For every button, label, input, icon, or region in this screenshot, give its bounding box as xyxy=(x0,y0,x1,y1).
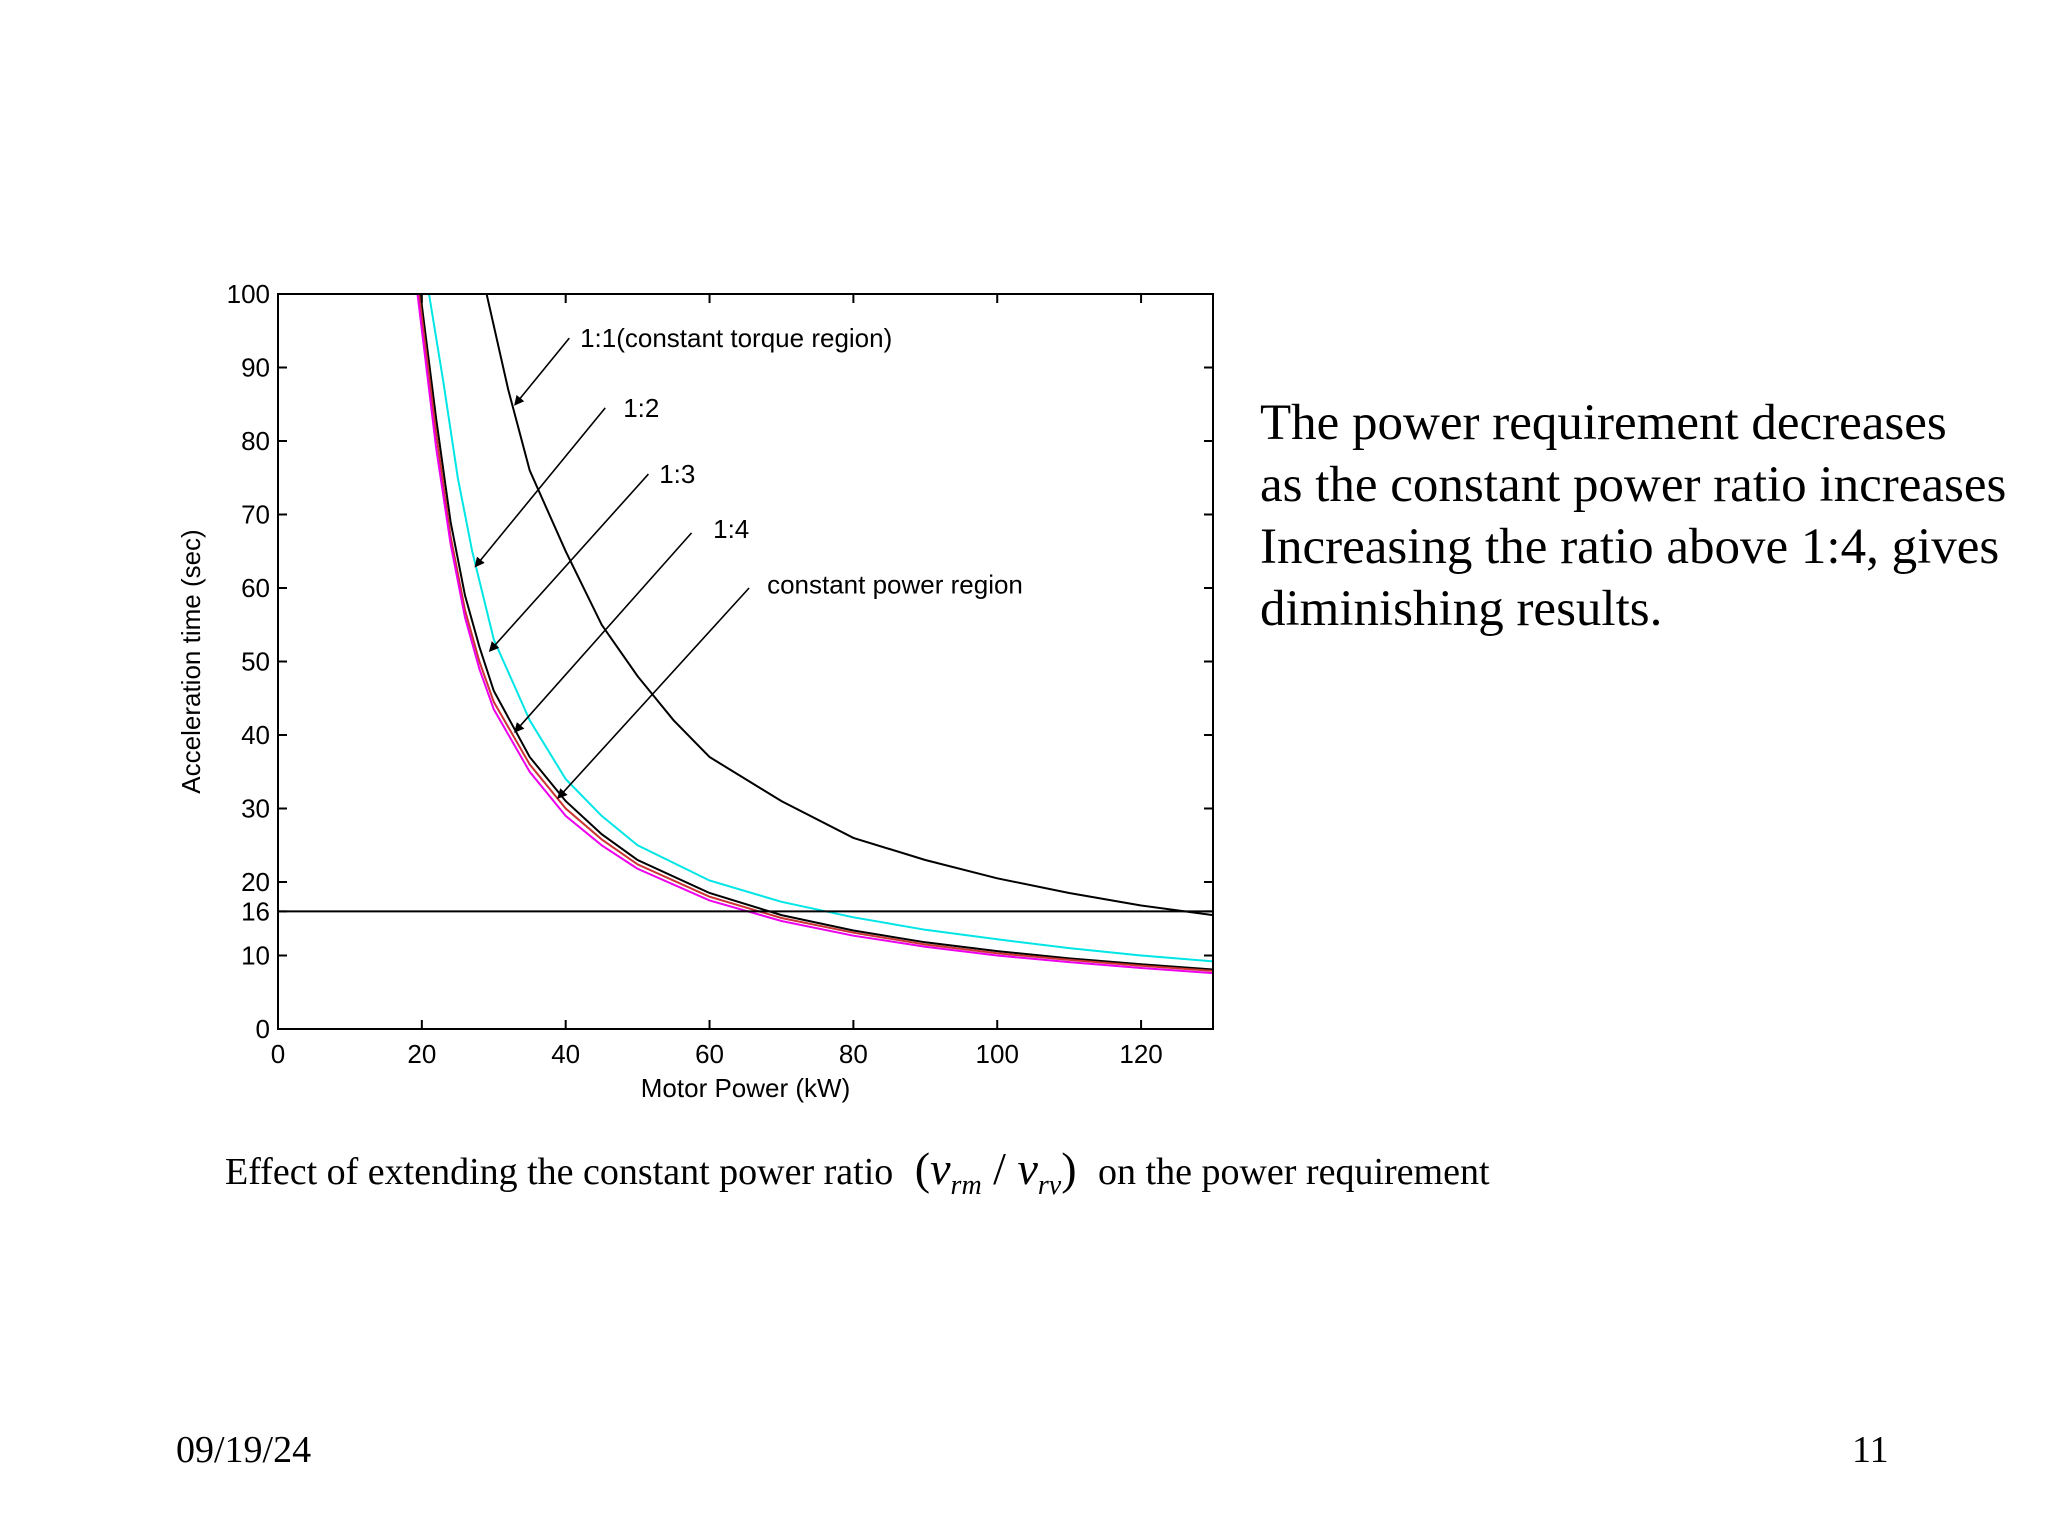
y-tick-label: 90 xyxy=(241,353,270,383)
x-tick-label: 120 xyxy=(1119,1039,1162,1069)
side-text-line: as the constant power ratio increases xyxy=(1260,457,2007,513)
annotation-arrow-5 xyxy=(557,587,750,799)
annotation-arrow-4 xyxy=(514,532,693,733)
side-text-line: diminishing results. xyxy=(1260,581,1663,637)
annotation-label-5: constant power region xyxy=(767,569,1023,599)
series-line-3 xyxy=(278,294,1213,971)
formula-sub-rm: rm xyxy=(950,1170,982,1202)
x-axis-title: Motor Power (kW) xyxy=(641,1073,850,1103)
ratio-formula: (vrm / vrv) xyxy=(914,1143,1077,1201)
series-line-1 xyxy=(278,294,1213,917)
y-tick-label: 30 xyxy=(241,794,270,824)
y-tick-label: 100 xyxy=(227,279,270,309)
x-tick-label: 60 xyxy=(695,1039,724,1069)
series-line-2 xyxy=(278,294,1213,963)
annotation-arrow-3 xyxy=(488,473,649,652)
x-tick-label: 20 xyxy=(407,1039,436,1069)
x-tick-label: 80 xyxy=(839,1039,868,1069)
x-tick-label: 40 xyxy=(551,1039,580,1069)
series-line-5 xyxy=(278,294,1213,975)
y-tick-label: 70 xyxy=(241,500,270,530)
x-tick-label: 0 xyxy=(271,1039,285,1069)
annotation-label-4: 1:4 xyxy=(713,514,749,544)
y-tick-label: 10 xyxy=(241,941,270,971)
formula-open-paren: ( xyxy=(914,1143,931,1194)
caption-prefix: Effect of extending the constant power r… xyxy=(225,1151,894,1193)
annotation-arrow-1 xyxy=(514,337,570,406)
formula-sub-rv: rv xyxy=(1037,1170,1062,1202)
y-tick-label: 80 xyxy=(241,426,270,456)
slide-date: 09/19/24 xyxy=(176,1429,312,1471)
formula-v2: v xyxy=(1017,1143,1038,1194)
y-tick-label: 0 xyxy=(256,1014,270,1044)
annotation-arrow-2 xyxy=(474,407,606,568)
formula-v1: v xyxy=(930,1143,951,1194)
series-line-4 xyxy=(278,294,1213,972)
formula-close-paren: ) xyxy=(1061,1143,1077,1194)
caption-suffix: on the power requirement xyxy=(1098,1151,1490,1193)
annotation-label-3: 1:3 xyxy=(659,459,695,489)
figure-caption: Effect of extending the constant power r… xyxy=(225,1142,1490,1202)
y-tick-label: 16 xyxy=(241,896,270,926)
y-tick-label: 40 xyxy=(241,720,270,750)
y-tick-label: 50 xyxy=(241,647,270,677)
annotation-label-2: 1:2 xyxy=(623,393,659,423)
side-explanation: The power requirement decreases as the c… xyxy=(1260,392,2006,640)
y-tick-label: 60 xyxy=(241,573,270,603)
annotation-label-1: 1:1(constant torque region) xyxy=(580,323,892,353)
side-text-line: Increasing the ratio above 1:4, gives xyxy=(1260,519,2000,575)
y-axis-title: Acceleration time (sec) xyxy=(176,529,206,793)
plot-frame xyxy=(277,293,1214,1030)
slide-page-number: 11 xyxy=(1852,1429,1889,1471)
y-tick-label: 20 xyxy=(241,867,270,897)
side-text-line: The power requirement decreases xyxy=(1260,395,1947,451)
x-tick-label: 100 xyxy=(976,1039,1019,1069)
formula-slash: / xyxy=(981,1143,1018,1194)
